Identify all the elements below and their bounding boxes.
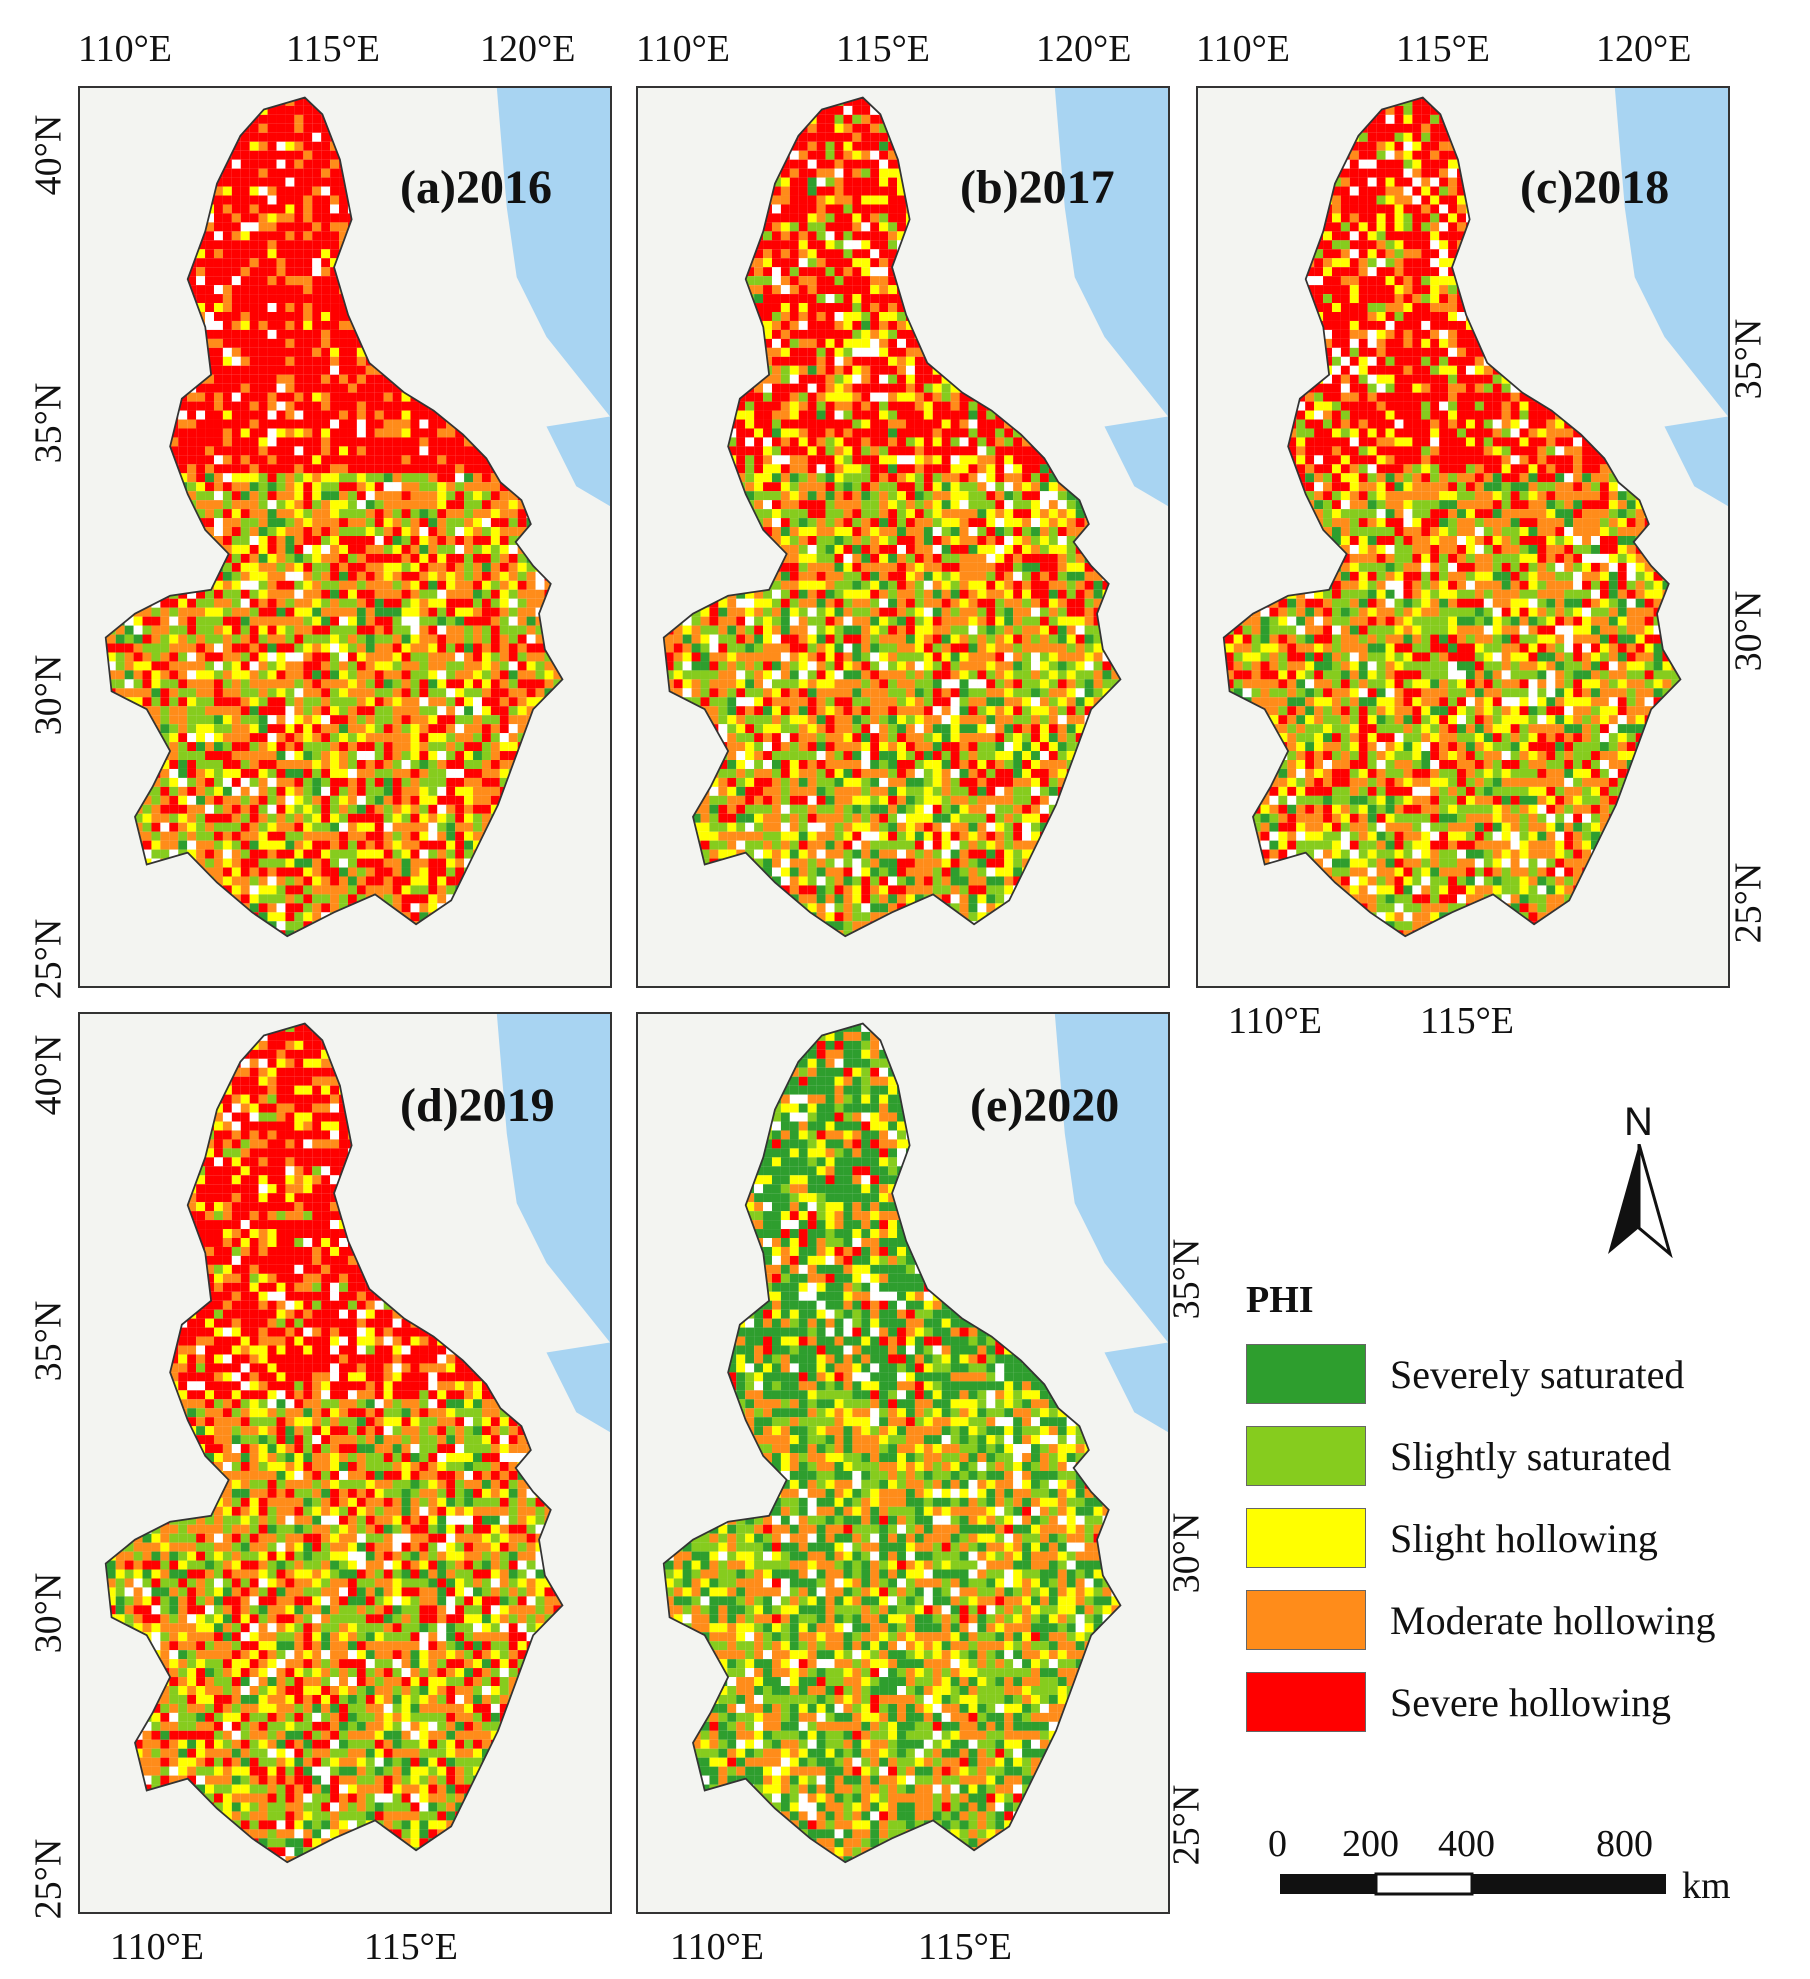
legend-swatch	[1246, 1672, 1366, 1732]
legend-item: Severe hollowing	[1246, 1672, 1671, 1732]
scale-label: 400	[1438, 1822, 1495, 1866]
legend-swatch	[1246, 1508, 1366, 1568]
map-2020	[662, 1014, 1168, 1864]
map-panel-2020: (e)2020	[636, 1012, 1170, 1914]
lon-tick-top: 110°E	[636, 30, 730, 68]
lat-tick-left: 25°N	[27, 919, 69, 1000]
map-2019	[104, 1014, 610, 1864]
lat-tick-right: 35°N	[1165, 1239, 1207, 1320]
scale-unit: km	[1682, 1864, 1731, 1908]
legend-label: Severe hollowing	[1390, 1679, 1671, 1726]
panel-title: (d)2019	[400, 1078, 555, 1133]
lat-tick-left: 40°N	[27, 1035, 69, 1116]
map-panel-2017: (b)2017	[636, 86, 1170, 988]
map-2017	[662, 88, 1168, 938]
legend-swatch	[1246, 1590, 1366, 1650]
lon-tick-top: 120°E	[1036, 30, 1131, 68]
lon-tick-top: 110°E	[1196, 30, 1290, 68]
lon-tick-bottom: 115°E	[1420, 1002, 1514, 1040]
lat-tick-left: 30°N	[27, 655, 69, 736]
panel-title: (a)2016	[400, 160, 552, 215]
legend-swatch	[1246, 1426, 1366, 1486]
scale-label: 0	[1268, 1822, 1287, 1866]
legend-label: Moderate hollowing	[1390, 1597, 1716, 1644]
lon-tick-top: 120°E	[480, 30, 575, 68]
scale-bar	[1280, 1872, 1666, 1896]
panel-title: (e)2020	[970, 1078, 1119, 1133]
legend-title: PHI	[1246, 1278, 1314, 1322]
lat-tick-right: 30°N	[1727, 591, 1769, 672]
panel-title: (c)2018	[1520, 160, 1669, 215]
legend-item: Moderate hollowing	[1246, 1590, 1716, 1650]
lat-tick-right: 35°N	[1727, 319, 1769, 400]
lon-tick-bottom: 110°E	[670, 1928, 764, 1966]
lon-tick-bottom: 110°E	[1228, 1002, 1322, 1040]
lat-tick-left: 40°N	[27, 115, 69, 196]
north-label: N	[1624, 1100, 1653, 1145]
scale-label: 200	[1342, 1822, 1399, 1866]
map-panel-2018: (c)2018	[1196, 86, 1730, 988]
legend-label: Severely saturated	[1390, 1351, 1684, 1398]
lon-tick-bottom: 115°E	[364, 1928, 458, 1966]
lon-tick-top: 115°E	[1396, 30, 1490, 68]
north-arrow-icon	[1608, 1144, 1673, 1258]
lat-tick-left: 25°N	[27, 1839, 69, 1920]
lat-tick-right: 25°N	[1165, 1785, 1207, 1866]
legend-item: Slight hollowing	[1246, 1508, 1658, 1568]
lat-tick-left: 35°N	[27, 383, 69, 464]
lon-tick-bottom: 115°E	[918, 1928, 1012, 1966]
lon-tick-top: 115°E	[286, 30, 380, 68]
lon-tick-top: 120°E	[1596, 30, 1691, 68]
legend-label: Slight hollowing	[1390, 1515, 1658, 1562]
lon-tick-top: 110°E	[78, 30, 172, 68]
map-panel-2016: (a)2016	[78, 86, 612, 988]
legend-swatch	[1246, 1344, 1366, 1404]
legend-item: Severely saturated	[1246, 1344, 1684, 1404]
scale-label: 800	[1596, 1822, 1653, 1866]
map-panel-2019: (d)2019	[78, 1012, 612, 1914]
lat-tick-right: 25°N	[1727, 863, 1769, 944]
legend-item: Slightly saturated	[1246, 1426, 1671, 1486]
panel-title: (b)2017	[960, 160, 1115, 215]
lon-tick-top: 115°E	[836, 30, 930, 68]
lat-tick-left: 30°N	[27, 1573, 69, 1654]
map-2018	[1222, 88, 1728, 938]
lat-tick-right: 30°N	[1165, 1513, 1207, 1594]
lat-tick-left: 35°N	[27, 1301, 69, 1382]
map-2016	[104, 88, 610, 938]
legend-label: Slightly saturated	[1390, 1433, 1671, 1480]
lon-tick-bottom: 110°E	[110, 1928, 204, 1966]
